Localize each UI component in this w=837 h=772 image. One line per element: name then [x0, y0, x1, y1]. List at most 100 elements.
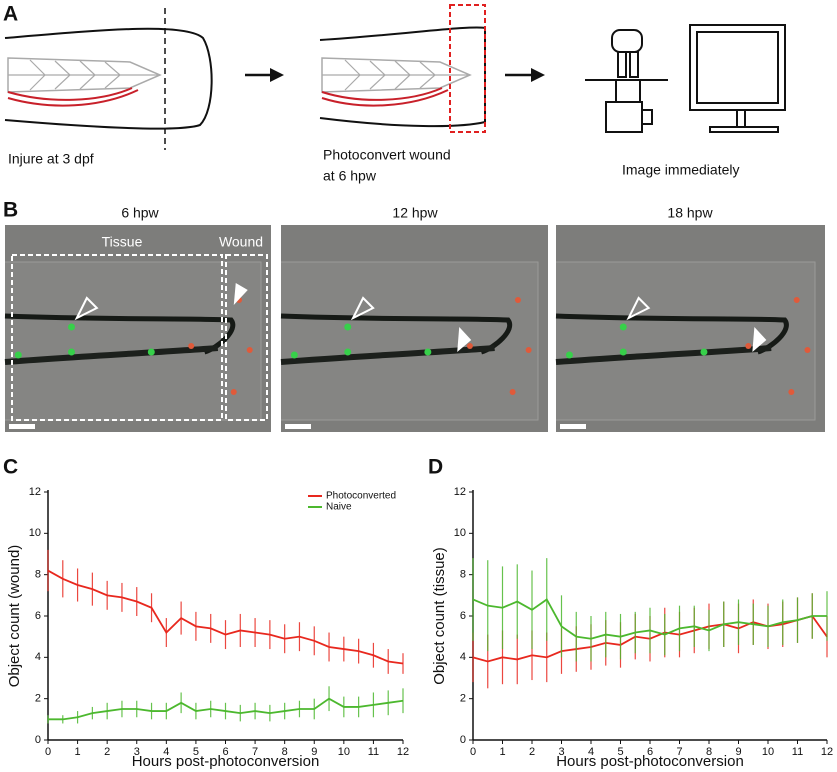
- roi-label: Wound: [219, 234, 263, 250]
- pigment-stripe: [4, 345, 219, 365]
- pigment-stripe: [555, 313, 789, 355]
- red-cell: [788, 389, 795, 395]
- green-cell: [619, 323, 627, 331]
- tissue-roi: [11, 254, 223, 421]
- x-tick-label: 12: [821, 746, 833, 758]
- red-cell: [525, 347, 532, 353]
- green-cell: [68, 348, 75, 356]
- x-tick-label: 0: [45, 746, 51, 758]
- panel-label: B: [3, 199, 18, 222]
- red-cell: [514, 297, 521, 303]
- fish-injure: [4, 8, 213, 150]
- open-arrowhead: [74, 296, 99, 321]
- wound-roi: [225, 254, 268, 421]
- y-tick-label: 10: [29, 527, 41, 539]
- y-tick-label: 2: [460, 693, 466, 705]
- green-cell: [14, 351, 22, 359]
- x-tick-label: 3: [134, 746, 140, 758]
- microscope-icon: [585, 29, 668, 133]
- open-arrowhead: [626, 296, 651, 321]
- timepoint-label: 12 hpw: [392, 205, 438, 221]
- y-tick-label: 0: [35, 734, 41, 746]
- y-tick-label: 4: [460, 651, 466, 663]
- y-tick-label: 6: [35, 610, 41, 622]
- scale-bar: [9, 424, 35, 429]
- fin-outline: [281, 261, 539, 421]
- panel-label: D: [428, 456, 443, 479]
- x-tick-label: 1: [499, 746, 505, 758]
- y-axis-title: Object count (tissue): [431, 547, 448, 685]
- y-tick-label: 12: [454, 486, 466, 498]
- red-cell: [745, 343, 752, 349]
- x-tick-label: 4: [163, 746, 169, 758]
- legend-label: Naive: [326, 502, 352, 513]
- green-cell: [147, 348, 155, 356]
- x-tick-label: 2: [104, 746, 110, 758]
- x-tick-label: 3: [558, 746, 564, 758]
- y-tick-label: 10: [454, 527, 466, 539]
- x-tick-label: 5: [617, 746, 623, 758]
- y-tick-label: 4: [35, 651, 41, 663]
- series-line: [472, 598, 827, 640]
- y-axis-title: Object count (wound): [6, 545, 23, 688]
- x-tick-label: 7: [676, 746, 682, 758]
- x-tick-label: 12: [397, 746, 409, 758]
- x-axis-title: Hours post-photoconversion: [556, 753, 744, 770]
- red-cell: [466, 343, 473, 349]
- x-tick-label: 9: [311, 746, 317, 758]
- pigment-stripe: [280, 345, 495, 365]
- y-tick-label: 0: [460, 734, 466, 746]
- red-cell: [230, 389, 237, 395]
- fish-photoconvert: [319, 4, 486, 133]
- panel-label: C: [3, 456, 18, 479]
- green-cell: [424, 348, 432, 356]
- x-tick-label: 10: [338, 746, 350, 758]
- red-cell: [804, 347, 811, 353]
- x-tick-label: 1: [75, 746, 81, 758]
- timepoint-label: 18 hpw: [667, 205, 713, 221]
- y-tick-label: 2: [35, 693, 41, 705]
- green-cell: [344, 323, 352, 331]
- x-tick-label: 6: [647, 746, 653, 758]
- roi-label: Tissue: [102, 234, 143, 250]
- green-cell: [565, 351, 573, 359]
- x-tick-label: 10: [762, 746, 774, 758]
- scale-bar: [285, 424, 311, 429]
- open-arrowhead: [350, 296, 375, 321]
- green-cell: [700, 348, 708, 356]
- red-cell: [246, 347, 253, 353]
- red-cell: [188, 343, 195, 349]
- y-tick-label: 12: [29, 486, 41, 498]
- x-tick-label: 5: [193, 746, 199, 758]
- red-cell: [509, 389, 516, 395]
- scale-bar: [560, 424, 586, 429]
- micrographs: [4, 225, 825, 432]
- red-cell: [793, 297, 800, 303]
- x-tick-label: 0: [470, 746, 476, 758]
- green-cell: [344, 348, 352, 356]
- arrow: [245, 68, 545, 82]
- y-tick-label: 8: [460, 569, 466, 581]
- fin-outline: [556, 261, 816, 421]
- step-label: Image immediately: [622, 162, 740, 178]
- step-label: Injure at 3 dpf: [8, 151, 94, 167]
- panel-label: A: [3, 3, 18, 26]
- pigment-stripe: [555, 345, 772, 365]
- pigment-stripe: [280, 313, 513, 355]
- legend-label: Photoconverted: [326, 491, 396, 502]
- green-cell: [619, 348, 627, 356]
- step-label: Photoconvert wound: [323, 147, 451, 163]
- x-axis-title: Hours post-photoconversion: [132, 753, 320, 770]
- series-line: [47, 569, 404, 665]
- x-tick-label: 8: [282, 746, 288, 758]
- monitor-icon: [689, 24, 786, 133]
- x-tick-label: 4: [588, 746, 594, 758]
- timepoint-label: 6 hpw: [121, 205, 159, 221]
- filled-arrowhead: [233, 283, 248, 305]
- x-tick-label: 11: [368, 746, 379, 758]
- x-tick-label: 9: [735, 746, 741, 758]
- x-tick-label: 6: [222, 746, 228, 758]
- step-label: at 6 hpw: [323, 168, 377, 184]
